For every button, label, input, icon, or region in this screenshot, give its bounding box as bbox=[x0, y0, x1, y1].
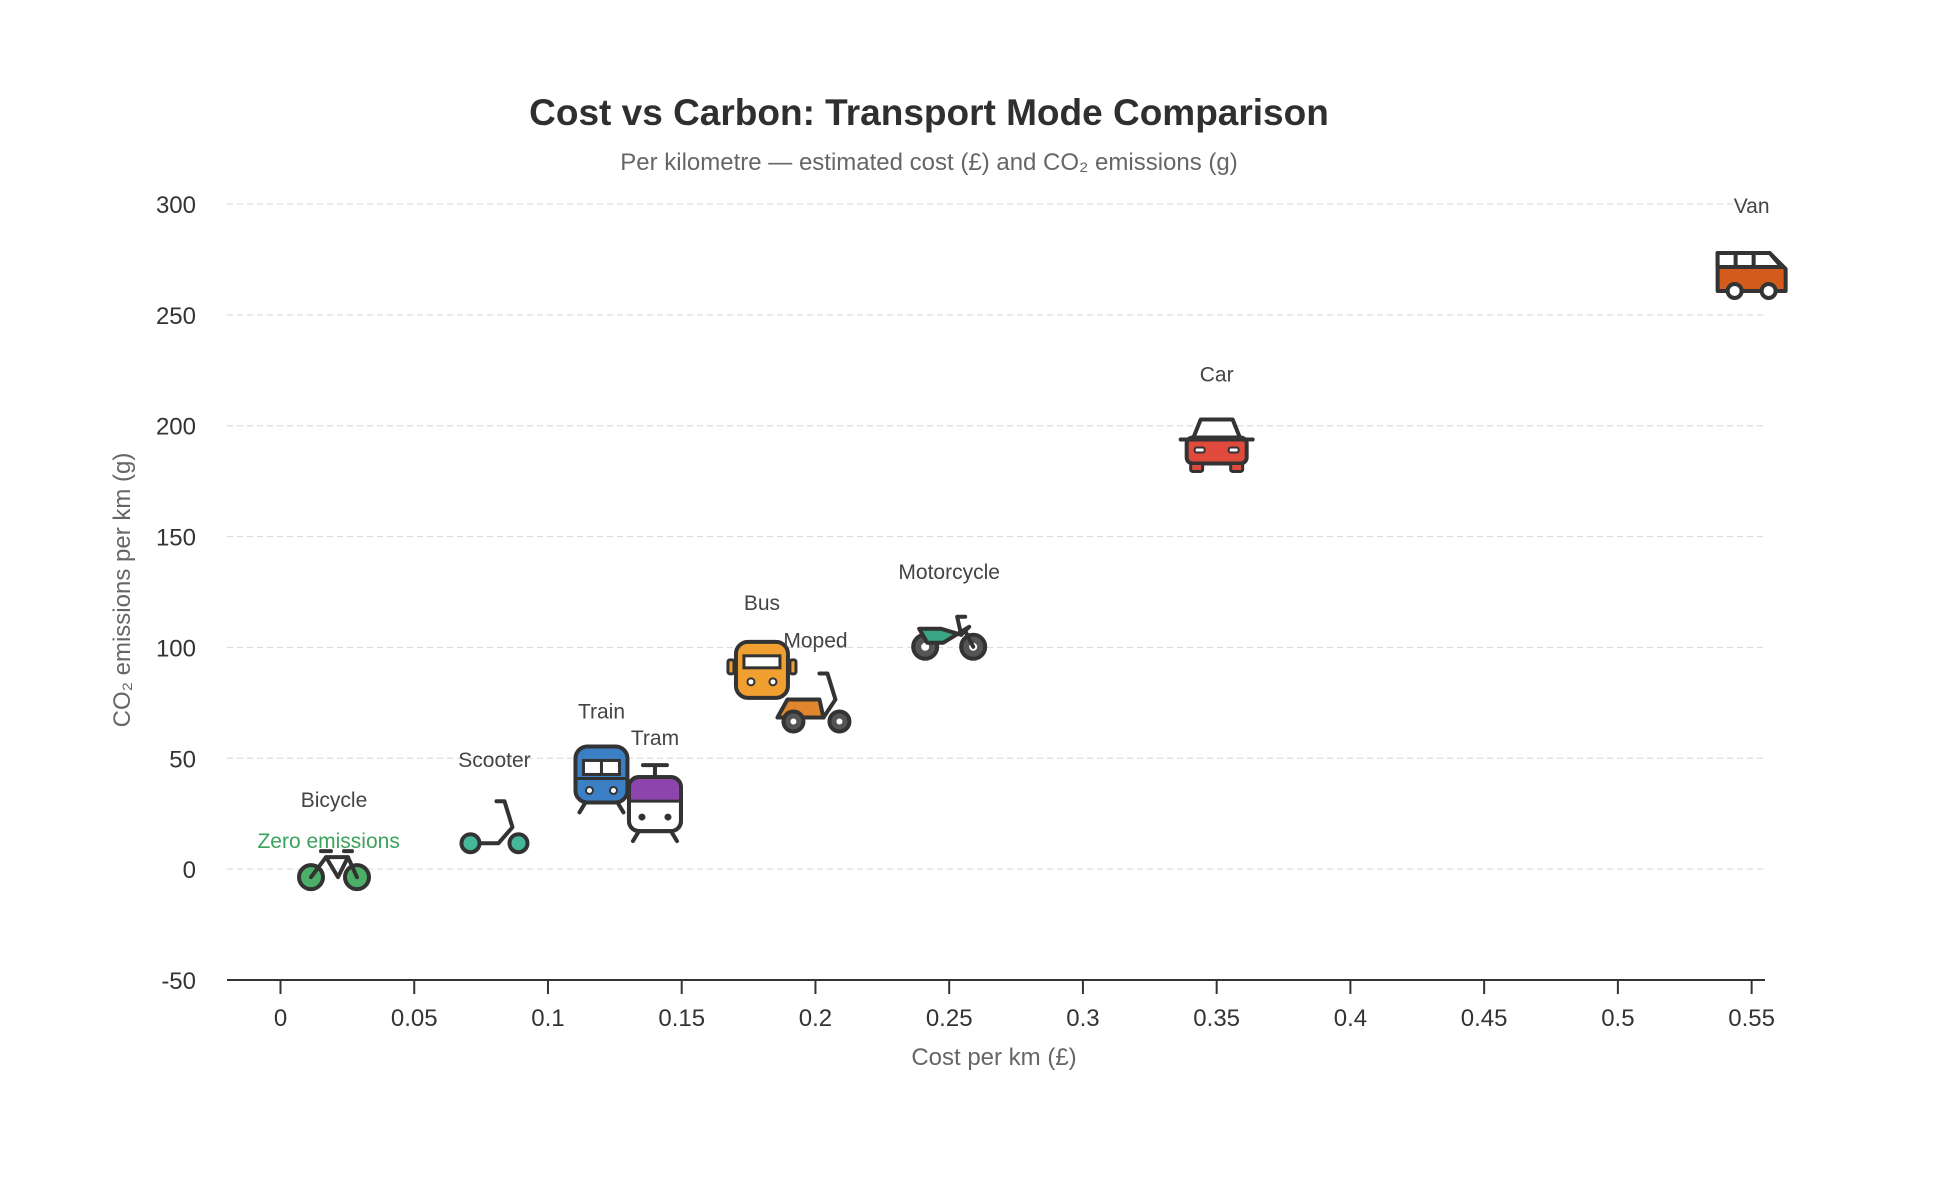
grid-lines bbox=[227, 203, 1765, 870]
data-point-train: Train bbox=[573, 700, 630, 815]
x-axis-label: Cost per km (£) bbox=[911, 1044, 1076, 1071]
x-tick-label: 0.15 bbox=[658, 1005, 705, 1032]
chart-title: Cost vs Carbon: Transport Mode Compariso… bbox=[529, 92, 1329, 133]
point-label-motorcycle: Motorcycle bbox=[898, 561, 1000, 584]
data-point-bicycle: Bicycle bbox=[296, 789, 371, 892]
y-tick-label: 0 bbox=[183, 857, 196, 884]
y-tick-label: 150 bbox=[156, 525, 196, 552]
x-tick-label: 0.3 bbox=[1066, 1005, 1099, 1032]
x-tick-label: 0 bbox=[274, 1005, 287, 1032]
point-label-moped: Moped bbox=[783, 630, 847, 653]
bus-icon bbox=[726, 639, 798, 700]
x-tick-label: 0.1 bbox=[531, 1005, 564, 1032]
y-tick-label: 50 bbox=[169, 746, 196, 773]
data-points: Bicycle Scooter Train Tram Bus bbox=[296, 195, 1788, 892]
scooter-icon bbox=[459, 799, 530, 855]
bicycle-icon bbox=[296, 849, 371, 892]
y-tick-label: 100 bbox=[156, 635, 196, 662]
zero-emissions-annotation: Zero emissions bbox=[257, 830, 399, 853]
data-point-car: Car bbox=[1178, 363, 1255, 473]
x-tick-label: 0.2 bbox=[799, 1005, 832, 1032]
point-label-van: Van bbox=[1734, 195, 1770, 218]
annotations: Zero emissions bbox=[257, 830, 399, 853]
train-icon bbox=[573, 744, 630, 815]
y-tick-label: 250 bbox=[156, 303, 196, 330]
point-label-bicycle: Bicycle bbox=[301, 789, 368, 812]
van-icon bbox=[1715, 250, 1788, 300]
point-label-scooter: Scooter bbox=[458, 749, 530, 772]
motorcycle-icon bbox=[911, 614, 988, 661]
chart-subtitle: Per kilometre — estimated cost (£) and C… bbox=[620, 149, 1238, 176]
x-tick-label: 0.35 bbox=[1193, 1005, 1240, 1032]
y-tick-label: 300 bbox=[156, 192, 196, 219]
point-label-tram: Tram bbox=[631, 727, 679, 750]
y-tick-label: -50 bbox=[161, 968, 196, 995]
point-label-bus: Bus bbox=[744, 592, 780, 615]
data-point-moped: Moped bbox=[775, 630, 852, 734]
x-tick-label: 0.45 bbox=[1461, 1005, 1508, 1032]
data-point-scooter: Scooter bbox=[458, 749, 531, 855]
point-label-car: Car bbox=[1200, 363, 1234, 386]
data-point-bus: Bus bbox=[726, 592, 798, 700]
data-point-tram: Tram bbox=[626, 727, 683, 844]
x-tick-label: 0.55 bbox=[1728, 1005, 1775, 1032]
y-axis-label: CO₂ emissions per km (g) bbox=[109, 453, 136, 728]
x-tick-label: 0.5 bbox=[1601, 1005, 1634, 1032]
data-point-van: Van bbox=[1715, 195, 1788, 300]
x-tick-label: 0.05 bbox=[391, 1005, 438, 1032]
axes: -50 0 50 100 150 200 250 300 0 0.05 0.1 0.15 0.2 0.25… bbox=[156, 192, 1775, 1032]
x-tick-label: 0.4 bbox=[1334, 1005, 1367, 1032]
point-label-train: Train bbox=[578, 700, 625, 723]
x-tick-label: 0.25 bbox=[926, 1005, 973, 1032]
data-point-motorcycle: Motorcycle bbox=[898, 561, 1000, 661]
car-icon bbox=[1178, 417, 1255, 473]
y-tick-label: 200 bbox=[156, 414, 196, 441]
tram-icon bbox=[626, 763, 683, 844]
moped-icon bbox=[775, 671, 852, 734]
